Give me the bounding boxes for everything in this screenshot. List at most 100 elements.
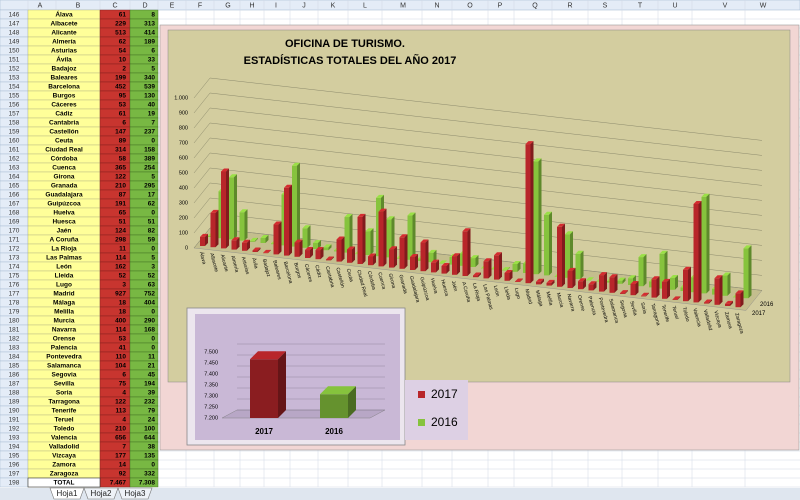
y-tick-label: 100 <box>179 230 188 236</box>
category-label: Córdoba <box>366 271 377 291</box>
legend-label: 2017 <box>431 387 458 401</box>
bar-front <box>588 284 594 291</box>
row-number: 194 <box>9 444 20 451</box>
sheet-tab-label[interactable]: Hoja1 <box>57 489 78 498</box>
province-name: Lugo <box>56 282 72 289</box>
category-label: Tenerife <box>660 304 670 323</box>
value-2016: 5 <box>151 66 155 73</box>
category-label: Castellón <box>334 267 345 289</box>
value-2017: 177 <box>115 453 126 460</box>
sheet-tab[interactable] <box>49 487 85 500</box>
bar-top <box>347 246 355 250</box>
value-2017: 147 <box>115 129 126 136</box>
bar-top <box>515 278 523 282</box>
bar-front <box>431 262 436 273</box>
bar-top <box>200 233 208 237</box>
bar-side <box>499 252 502 280</box>
value-2016: 8 <box>151 12 155 19</box>
totals-floor <box>221 409 386 419</box>
bar <box>502 267 510 271</box>
row-number: 171 <box>9 237 20 244</box>
row-number: 196 <box>9 462 20 469</box>
bar-top <box>672 296 681 300</box>
value-2017: 89 <box>119 138 127 145</box>
value-2016: 51 <box>148 219 156 226</box>
bar-top <box>504 270 513 273</box>
sheet-tab[interactable] <box>83 487 119 500</box>
y-tick-label: 7.300 <box>204 393 218 399</box>
total-2016: 7.308 <box>139 480 156 487</box>
bar-side <box>551 279 555 286</box>
y-tick-label: 800 <box>179 125 188 131</box>
bar-top <box>378 208 387 212</box>
value-2017: 3 <box>122 282 126 289</box>
bar-side <box>373 253 376 266</box>
value-2017: 314 <box>115 147 126 154</box>
value-2016: 52 <box>148 273 156 280</box>
value-2016: 168 <box>144 327 155 334</box>
value-2017: 400 <box>115 318 126 325</box>
bar-top <box>662 278 670 282</box>
row-number: 151 <box>9 57 20 64</box>
sheet-tab[interactable] <box>117 487 153 500</box>
row-number: 198 <box>9 480 20 487</box>
bar-front <box>557 226 562 287</box>
bar-side <box>675 274 678 290</box>
bar-top <box>638 254 647 258</box>
province-name: Las Palmas <box>46 255 82 262</box>
bar-front <box>252 250 258 252</box>
value-2016: 135 <box>144 453 155 460</box>
column-header: R <box>567 2 572 9</box>
bar-top <box>743 245 752 249</box>
value-2017: 75 <box>119 381 127 388</box>
bar-top <box>242 239 250 243</box>
bar <box>252 247 261 252</box>
bar-side <box>530 141 534 284</box>
bar <box>336 236 345 262</box>
bar-front <box>620 293 625 294</box>
depth-label: 2016 <box>760 302 774 308</box>
total-bar-top <box>250 351 286 360</box>
category-label: Ceuta <box>345 268 354 283</box>
column-header: V <box>723 2 728 9</box>
bar-front <box>725 303 730 306</box>
bar-top <box>273 221 282 225</box>
bar <box>701 193 710 294</box>
bar <box>683 266 691 302</box>
grid-line-side <box>193 122 211 144</box>
bar-side <box>247 239 250 251</box>
column-header: D <box>142 2 147 9</box>
bar-front <box>284 187 289 256</box>
bar-front <box>368 256 373 266</box>
bar-top <box>628 275 636 279</box>
bar <box>672 296 681 300</box>
category-label: Baleares <box>271 260 282 281</box>
bar-side <box>583 278 586 290</box>
bar-side <box>730 300 733 306</box>
category-label: Toledo <box>681 307 691 323</box>
sheet-tab-label[interactable]: Hoja3 <box>125 489 146 498</box>
bar <box>431 259 439 273</box>
province-name: Albacete <box>50 21 77 28</box>
bar-front <box>344 217 350 253</box>
bar-side <box>727 272 731 296</box>
bar <box>515 278 523 282</box>
bar-front <box>536 281 541 285</box>
bar <box>368 253 376 266</box>
row-number: 182 <box>9 336 20 343</box>
value-2016: 0 <box>151 246 155 253</box>
category-label: Zaragoza <box>733 313 744 335</box>
value-2017: 53 <box>119 336 127 343</box>
legend-label: 2016 <box>431 415 458 429</box>
sheet-tab-label[interactable]: Hoja2 <box>91 489 112 498</box>
bar-side <box>520 278 523 282</box>
value-2017: 52 <box>119 273 127 280</box>
y-tick-label: 900 <box>179 110 188 116</box>
tab-bar <box>0 488 800 500</box>
bar-side <box>457 253 460 275</box>
bar-front <box>313 243 318 249</box>
value-2017: 452 <box>115 84 126 91</box>
value-2016: 295 <box>144 183 155 190</box>
bar-front <box>410 256 415 270</box>
